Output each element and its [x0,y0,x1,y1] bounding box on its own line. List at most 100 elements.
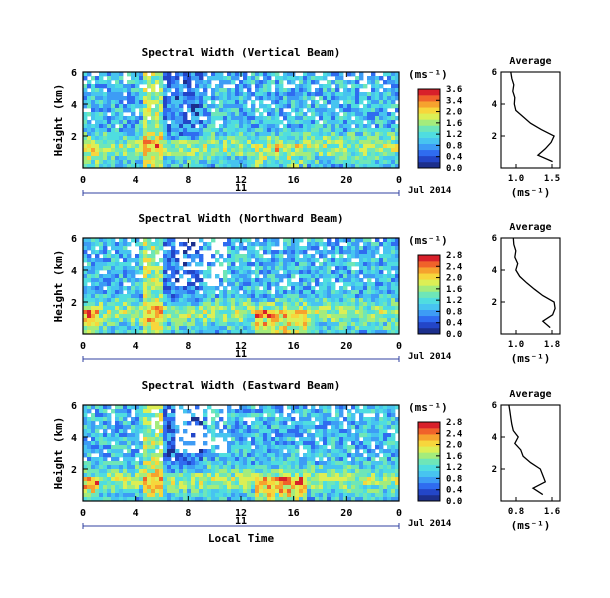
heatmap-cell [207,298,212,303]
heatmap-cell [95,238,100,243]
heatmap-cell [295,453,300,458]
heatmap-cell [375,258,380,263]
heatmap-cell [311,96,316,101]
heatmap-cell [151,493,156,498]
heatmap-cell [311,246,316,251]
heatmap-cell [131,330,136,335]
heatmap-cell [207,120,212,125]
heatmap-cell [123,433,128,438]
heatmap-cell [335,80,340,85]
heatmap-cell [163,148,168,153]
heatmap-cell [99,262,104,267]
heatmap-cell [227,465,232,470]
heatmap-cell [363,310,368,315]
heatmap-cell [163,254,168,259]
heatmap-cell [347,425,352,430]
heatmap-cell [227,417,232,422]
heatmap-cell [231,246,236,251]
heatmap-cell [147,112,152,117]
heatmap-cell [231,116,236,121]
heatmap-cell [155,100,160,105]
heatmap-cell [307,76,312,81]
heatmap-cell [187,310,192,315]
heatmap-cell [311,112,316,117]
heatmap-cell [323,116,328,121]
heatmap-cell [191,322,196,327]
heatmap-cell [195,116,200,121]
heatmap-cell [323,92,328,97]
heatmap-cell [343,453,348,458]
heatmap-cell [299,437,304,442]
heatmap-cell [235,322,240,327]
heatmap-cell [127,258,132,263]
heatmap-cell [111,425,116,430]
heatmap-cell [151,164,156,169]
heatmap-cell [119,124,124,129]
heatmap-cell [135,286,140,291]
heatmap-cell [163,413,168,418]
heatmap-cell [263,96,268,101]
heatmap-cell [395,298,400,303]
heatmap-cell [211,465,216,470]
heatmap-cell [379,124,384,129]
heatmap-cell [271,425,276,430]
colorbar-segment [418,113,440,120]
heatmap-cell [183,136,188,141]
heatmap-cell [167,152,172,157]
heatmap-cell [107,314,112,319]
heatmap-cell [271,128,276,133]
heatmap-cell [327,92,332,97]
heatmap-cell [331,112,336,117]
heatmap-cell [335,326,340,331]
heatmap-cell [231,80,236,85]
heatmap-cell [203,481,208,486]
heatmap-cell [395,136,400,141]
heatmap-cell [379,294,384,299]
heatmap-cell [207,108,212,113]
heatmap-cell [159,144,164,149]
heatmap-cell [287,258,292,263]
heatmap-cell [171,318,176,323]
heatmap-cell [127,469,132,474]
heatmap-cell [175,493,180,498]
heatmap-cell [127,314,132,319]
heatmap-cell [311,405,316,410]
heatmap-cell [203,413,208,418]
heatmap-cell [323,330,328,335]
heatmap-cell [147,152,152,157]
heatmap-cell [199,330,204,335]
heatmap-cells [83,72,400,169]
heatmap-cell [107,84,112,89]
heatmap-cell [391,258,396,263]
heatmap-cell [183,152,188,157]
heatmap-cell [319,152,324,157]
heatmap-cell [195,112,200,117]
heatmap-cell [299,262,304,267]
heatmap-cell [247,92,252,97]
heatmap-cell [151,457,156,462]
heatmap-cell [259,270,264,275]
heatmap-cell [287,318,292,323]
heatmap-cell [243,124,248,129]
heatmap-cell [359,156,364,161]
heatmap-cell [371,144,376,149]
heatmap-cell [331,441,336,446]
heatmap-cell [115,282,120,287]
heatmap-cell [139,258,144,263]
heatmap-cell [251,92,256,97]
heatmap-cell [239,278,244,283]
heatmap-cell [179,132,184,137]
heatmap-cell [335,112,340,117]
heatmap-cell [151,116,156,121]
heatmap-cell [183,120,188,125]
heatmap-cell [147,405,152,410]
heatmap-cell [247,326,252,331]
heatmap-cell [239,156,244,161]
heatmap-cell [287,493,292,498]
heatmap-cell [299,409,304,414]
heatmap-cell [107,453,112,458]
heatmap-cell [139,278,144,283]
heatmap-cell [335,457,340,462]
heatmap-cell [111,453,116,458]
heatmap-cell [251,294,256,299]
